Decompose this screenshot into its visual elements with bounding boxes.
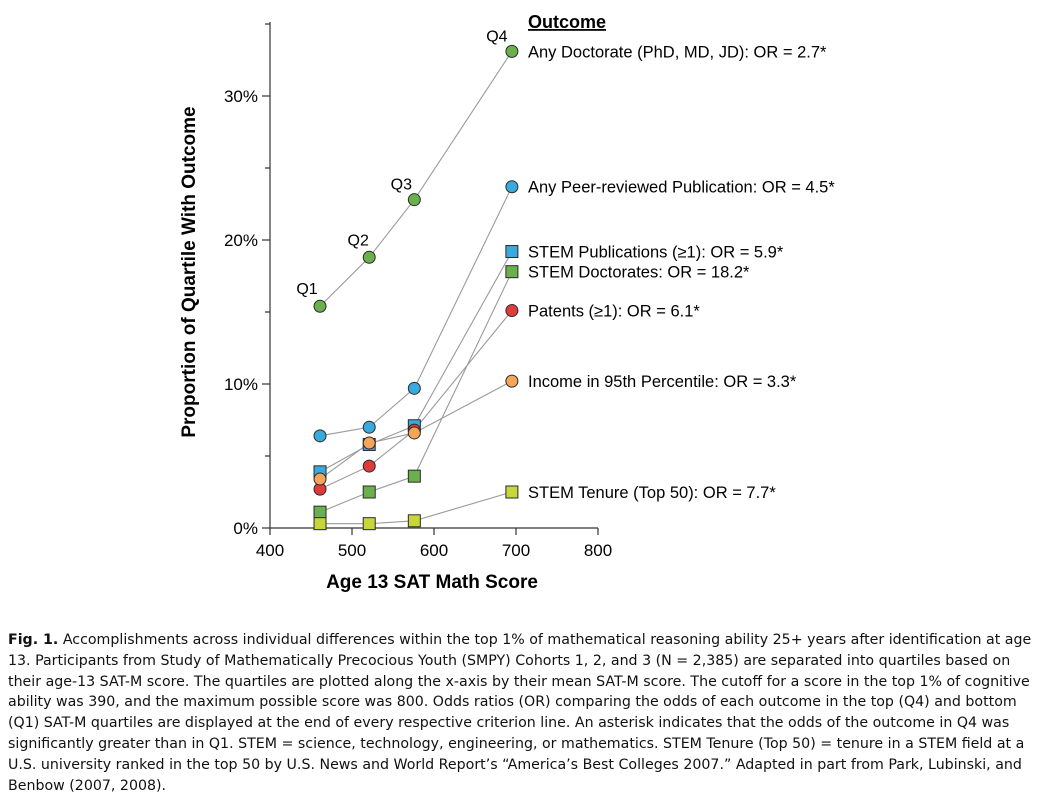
data-point <box>505 374 519 388</box>
data-point <box>407 381 421 395</box>
data-point <box>362 250 376 264</box>
series-lines <box>319 51 513 525</box>
y-tick-label: 30% <box>224 87 258 106</box>
series-label: Patents (≥1): OR = 6.1* <box>528 303 700 321</box>
data-point <box>313 505 327 519</box>
x-tick-label: 600 <box>420 541 448 560</box>
data-point <box>362 459 376 473</box>
y-tick-label: 20% <box>224 231 258 250</box>
series-line <box>319 251 513 473</box>
data-point <box>505 245 519 259</box>
quartile-label: Q4 <box>486 28 507 45</box>
series-markers <box>313 44 519 531</box>
quartile-label: Q1 <box>296 281 317 298</box>
data-point <box>505 44 519 58</box>
x-tick-label: 800 <box>584 541 612 560</box>
data-point <box>362 420 376 434</box>
data-point <box>362 485 376 499</box>
x-tick-label: 400 <box>256 541 284 560</box>
data-point <box>407 426 421 440</box>
series-label: Any Peer-reviewed Publication: OR = 4.5* <box>528 179 835 197</box>
y-axis-title: Proportion of Quartile With Outcome <box>179 106 200 437</box>
figure-label: Fig. 1. <box>8 632 59 648</box>
series-label: Income in 95th Percentile: OR = 3.3* <box>528 373 797 391</box>
figure-caption: Fig. 1. Accomplishments across individua… <box>8 630 1038 796</box>
data-point <box>407 514 421 528</box>
data-point <box>313 517 327 531</box>
data-point <box>313 472 327 486</box>
series-label: STEM Doctorates: OR = 18.2* <box>528 264 750 282</box>
chart-axes: 400 500 600 700 800 0% 10% 20% 30% <box>224 22 612 560</box>
quartile-label: Q3 <box>391 177 412 194</box>
chart-svg: 400 500 600 700 800 0% 10% 20% 30% Age 13 SAT Ma… <box>179 12 835 593</box>
series-label: Any Doctorate (PhD, MD, JD): OR = 2.7* <box>528 43 827 61</box>
series-label: STEM Tenure (Top 50): OR = 7.7* <box>528 484 776 502</box>
quartile-label: Q2 <box>348 232 369 249</box>
data-point <box>362 436 376 450</box>
series-line <box>319 186 513 437</box>
x-tick-label: 700 <box>502 541 530 560</box>
caption-text: Accomplishments across individual differ… <box>8 632 1032 794</box>
y-tick-label: 0% <box>233 519 258 538</box>
y-tick-label: 10% <box>224 375 258 394</box>
data-point <box>313 299 327 313</box>
x-tick-label: 500 <box>338 541 366 560</box>
data-point <box>362 517 376 531</box>
data-point <box>407 193 421 207</box>
series-line <box>319 380 513 480</box>
data-point <box>505 180 519 194</box>
series-line <box>319 271 513 513</box>
series-line <box>320 491 513 525</box>
data-point <box>505 304 519 318</box>
chart-labels: Age 13 SAT Math Score Proportion of Quart… <box>179 12 835 593</box>
x-axis-title: Age 13 SAT Math Score <box>326 572 538 593</box>
legend-title: Outcome <box>528 12 606 32</box>
data-point <box>505 265 519 279</box>
series-line <box>319 310 513 490</box>
series-line <box>319 51 513 307</box>
data-point <box>407 469 421 483</box>
data-point <box>313 429 327 443</box>
series-label: STEM Publications (≥1): OR = 5.9* <box>528 244 784 262</box>
data-point <box>505 485 519 499</box>
